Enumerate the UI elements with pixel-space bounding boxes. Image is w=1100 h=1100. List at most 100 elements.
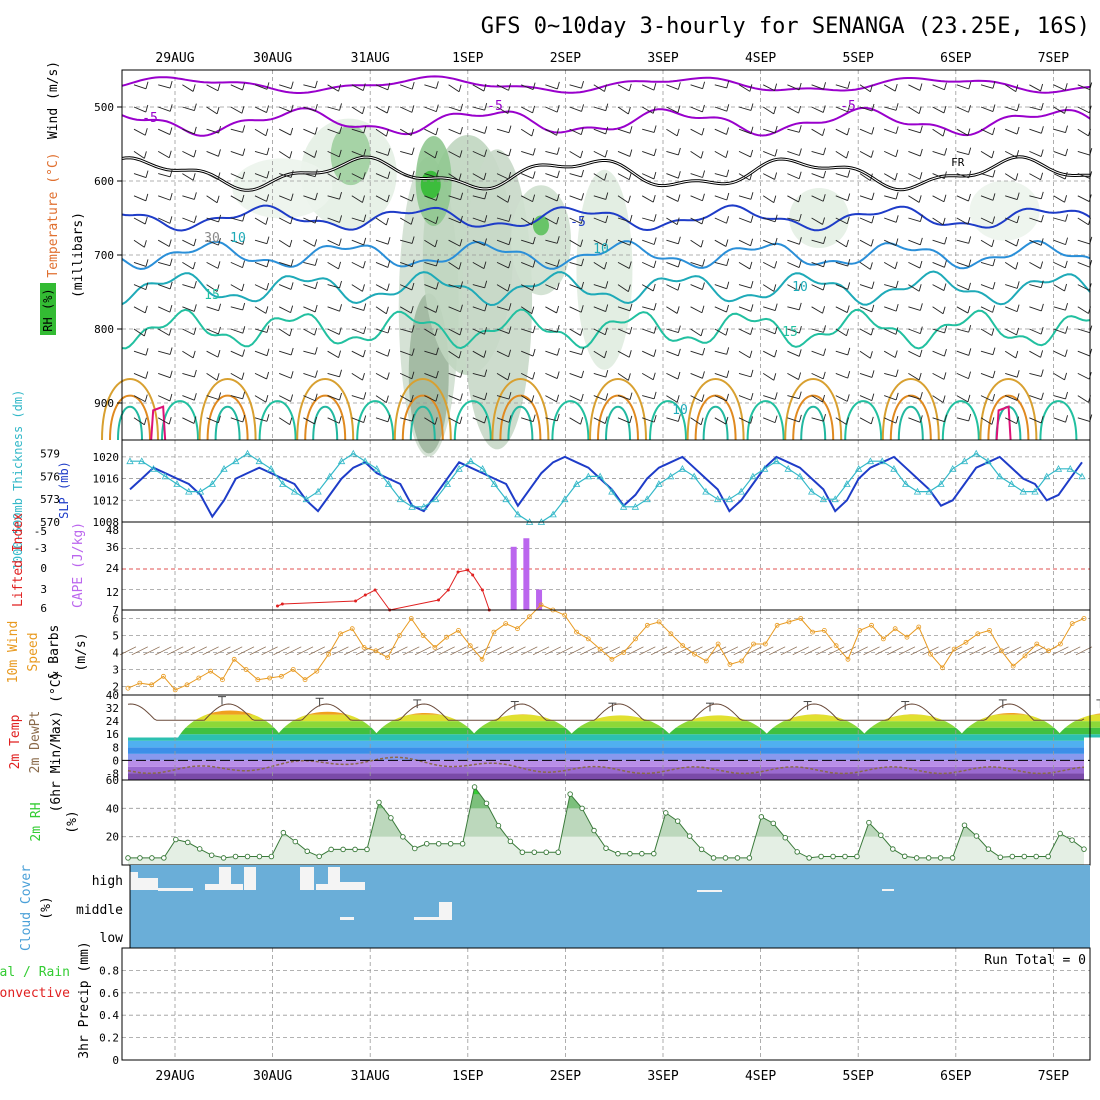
wind-barb-flag (846, 305, 850, 313)
rh-point (746, 855, 753, 861)
wind-barb (158, 217, 171, 224)
wind-barb (787, 395, 800, 400)
wind-barb (182, 306, 195, 312)
wind-barb-flag (362, 373, 365, 381)
wind-barb-flag (992, 169, 996, 178)
wind10m-point (515, 626, 520, 632)
wind-barb (835, 306, 848, 313)
wind-barb (811, 395, 823, 403)
cape-tick: 24 (106, 562, 120, 575)
wind-barb-flag (869, 351, 873, 359)
wind-barb (206, 217, 219, 223)
temp-band (763, 714, 868, 722)
thickness-point (302, 495, 310, 503)
wind-barb (1004, 150, 1017, 158)
wind-barb-flag (944, 171, 947, 179)
wind-barb (158, 84, 171, 89)
wind-barb (762, 373, 775, 381)
wind-barb-flag (362, 106, 365, 114)
wind-barb (787, 173, 800, 180)
wind-barb (448, 284, 461, 289)
rh-shade (969, 180, 1040, 241)
wind-barb (327, 262, 339, 270)
rh-point (925, 855, 932, 861)
wind-barb (327, 306, 340, 312)
wind-barb-flag (653, 260, 657, 268)
wind-barb-flag (314, 192, 318, 201)
wind-barb (569, 106, 582, 112)
wind-barb (859, 151, 872, 158)
boundary-contour (784, 378, 843, 441)
wind-barb (1029, 106, 1042, 111)
wind-barb-flag (460, 281, 464, 289)
wind-barb (279, 173, 292, 178)
lifted-index-point (480, 588, 484, 592)
cape-tick: 36 (106, 541, 119, 554)
rh-point (1081, 846, 1087, 852)
wind10m-barb (792, 646, 809, 656)
wind-barb-flag (216, 106, 220, 115)
wind-barb-flag (387, 148, 391, 156)
wind-barb-flag (241, 372, 245, 380)
wind-barb (811, 306, 823, 314)
wind-barb-flag (944, 325, 948, 334)
cape-tick: 48 (106, 524, 119, 537)
wind-barb (399, 217, 412, 225)
cloud-patch (328, 867, 340, 890)
wind-barb (787, 217, 800, 222)
wind-barb-flag (1040, 261, 1044, 269)
rh-point (352, 846, 358, 853)
wind-barb-flag (629, 126, 633, 134)
thickness-tick: 570 (40, 516, 60, 529)
rh-point (388, 815, 394, 821)
wind-barb-flag (145, 193, 149, 201)
wind-barb-flag (387, 237, 391, 245)
wind-barb (424, 84, 437, 89)
wind-barb (206, 306, 219, 312)
wind-barb-flag (289, 151, 293, 159)
label-rh-upper: RH (%) (41, 288, 55, 331)
wind-barb (593, 328, 606, 336)
wind-barb-flag (822, 282, 826, 291)
wind-barb-flag (508, 125, 512, 133)
wind-barb-flag (242, 302, 246, 311)
wind-barb (206, 328, 219, 335)
wind-barb-flag (774, 303, 778, 311)
wind-barb (859, 106, 873, 112)
wind-barb-flag (1040, 280, 1044, 288)
wind-barb-flag (242, 414, 246, 423)
rh-point (985, 846, 992, 852)
wind-barb (690, 128, 703, 136)
wind-barb (303, 151, 315, 158)
wind-barb-flag (726, 169, 730, 177)
wind-barb-flag (460, 103, 464, 112)
wind-barb (158, 128, 171, 135)
wind-barb (133, 372, 146, 379)
wind-barb-flag (918, 284, 922, 292)
thickness-point (772, 457, 781, 465)
rh-band (128, 787, 1084, 795)
wind-barb (666, 173, 679, 179)
wind-barb (811, 128, 823, 137)
wind-barb (1053, 395, 1066, 400)
thickness-point (890, 464, 898, 472)
wind-barb (424, 328, 436, 337)
rh-tick: 60 (106, 774, 119, 787)
temp-band (568, 734, 673, 738)
wind10m-point (668, 631, 674, 637)
wind-barb-flag (968, 105, 971, 113)
wind-barb (254, 195, 267, 202)
wind10m-point (220, 677, 225, 683)
wind-barb (859, 328, 872, 336)
boundary-contour (161, 400, 199, 441)
wind-barb (666, 195, 679, 202)
wind-barb (642, 328, 655, 334)
wind-barb-flag (604, 416, 608, 424)
wind-barb (787, 128, 800, 133)
wind-barb (569, 328, 581, 336)
wind-barb-flag (580, 417, 583, 425)
contour-label: 10 (230, 231, 246, 246)
wind-barb-flag (604, 173, 607, 181)
wind-barb (666, 150, 679, 156)
cloud-patch (414, 917, 439, 920)
